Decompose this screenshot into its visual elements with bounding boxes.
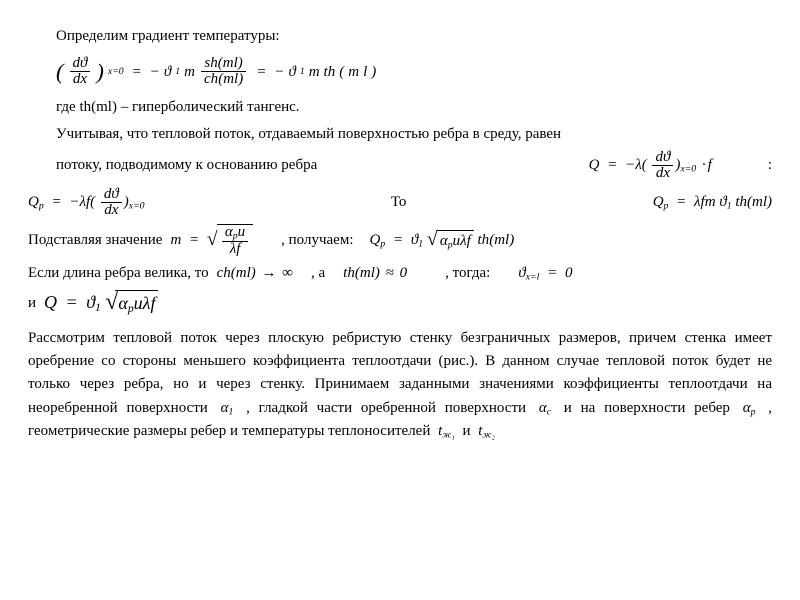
main-paragraph: Рассмотрим тепловой поток через плоскую …: [28, 327, 772, 443]
sym-alphac: αc: [535, 397, 555, 420]
equation-Qp-left: Qp = −λf( dϑ dx )x=0: [28, 187, 145, 218]
txt-get: , получаем:: [261, 230, 361, 250]
title-line: Определим градиент температуры:: [28, 26, 772, 46]
row-subst: Подставляя значение m = αpu λf , получае…: [28, 224, 772, 257]
row-Q-final: и Q = ϑ1 αpuλf: [28, 290, 772, 317]
line-th-def: где th(ml) – гиперболический тангенс.: [28, 97, 772, 117]
equation-theta-xl: ϑx=l = 0: [518, 263, 572, 284]
equation-gradient: ( dϑ dx ) x=0 = − ϑ1 m sh(ml) ch(ml) = −…: [56, 56, 772, 87]
sym-tzh2: tж₂: [474, 420, 499, 443]
equation-th-zero: th(ml) ≈ 0: [343, 263, 407, 283]
txt-to: То: [391, 192, 407, 212]
minus-2: −: [274, 62, 284, 82]
eq-sign-2: =: [252, 62, 270, 82]
row-long-fin: Если длина ребра велика, то ch(ml) → ∞ ,…: [28, 263, 772, 284]
lparen: (: [56, 57, 64, 87]
colon: :: [768, 155, 772, 175]
para-seg-2: , гладкой части оребренной поверхности: [246, 400, 526, 416]
equation-Q-final: Q = ϑ1 αpuλf: [44, 290, 158, 317]
frac-dtheta-dx: dϑ dx: [70, 56, 91, 87]
frac-sh-ch: sh(ml) ch(ml): [201, 56, 246, 87]
txt-subst: Подставляя значение: [28, 230, 162, 250]
para-seg-3: и на поверхности ребер: [564, 400, 730, 416]
txt-flow-base: потоку, подводимому к основанию ребра: [56, 155, 317, 175]
rparen: ): [96, 57, 104, 87]
equation-Qp-right: Qp = λfm ϑ1 th(ml): [653, 192, 772, 213]
equation-Q-lambda: Q = −λ( dϑ dx )x=0 ·f: [589, 150, 712, 181]
document-page: Определим градиент температуры: ( dϑ dx …: [0, 0, 800, 600]
txt-then: , тогда:: [415, 263, 510, 283]
equation-ch-inf: ch(ml) → ∞: [217, 263, 293, 283]
txt-and: и: [28, 293, 36, 313]
sym-alpha1: α1: [217, 397, 238, 420]
sym-alphap: αp: [739, 397, 760, 420]
sub-x0: x=0: [108, 65, 124, 78]
row-Qp: Qp = −λf( dϑ dx )x=0 То Qp = λfm ϑ1 th(m…: [28, 187, 772, 218]
eq-sign: =: [128, 62, 146, 82]
equation-Qp-final: Qp = ϑ1 αpuλf th(ml): [370, 230, 515, 252]
sym-tzh1: tж₁: [434, 420, 459, 443]
minus: −: [150, 62, 160, 82]
txt-long-fin: Если длина ребра велика, то: [28, 263, 209, 283]
para-seg-5: и: [463, 423, 471, 439]
txt-a: , а: [301, 263, 335, 283]
equation-m: m = αpu λf: [170, 224, 253, 257]
row-flow-base: потоку, подводимому к основанию ребра Q …: [28, 150, 772, 181]
line-flow-intro: Учитывая, что тепловой поток, отдаваемый…: [28, 124, 772, 144]
